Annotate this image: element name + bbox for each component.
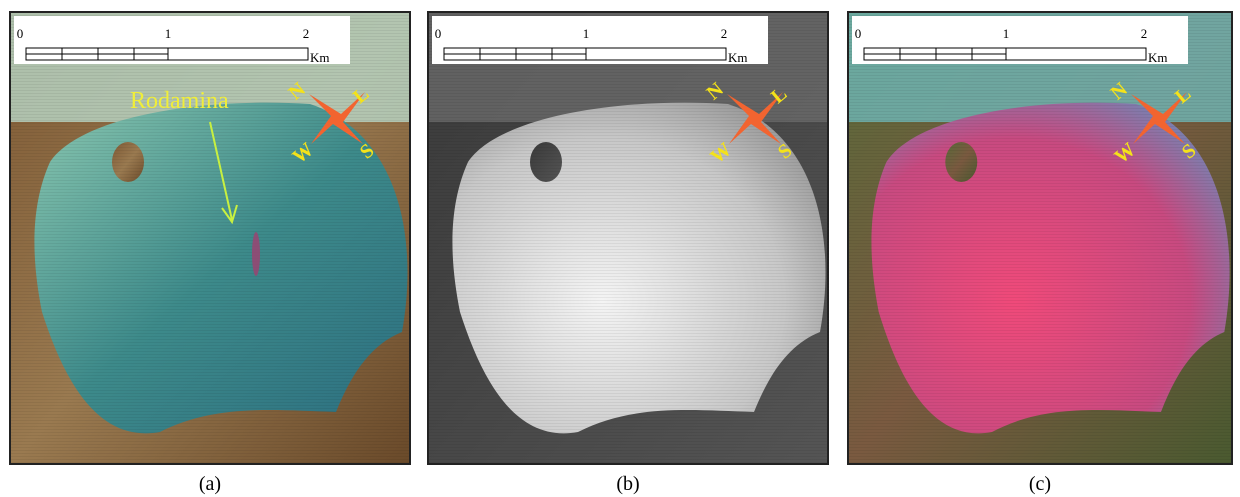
scanlines — [10, 12, 410, 464]
scale-label: 1 — [165, 26, 172, 41]
scale-label: 0 — [435, 26, 442, 41]
scale-unit: Km — [310, 50, 330, 65]
scale-label: 2 — [1141, 26, 1148, 41]
compass-rose — [1131, 92, 1187, 144]
scale-label: 0 — [855, 26, 862, 41]
scale-label: 2 — [721, 26, 728, 41]
annotation-arrow — [209, 121, 233, 221]
annotation-arrowhead — [221, 204, 238, 225]
scale-label: 1 — [1003, 26, 1010, 41]
scale-label: 0 — [17, 26, 24, 41]
scale-label: 2 — [303, 26, 310, 41]
panel-caption: (a) — [199, 473, 221, 495]
scale-label: 1 — [583, 26, 590, 41]
compass-rose — [727, 92, 783, 144]
scanlines — [848, 12, 1232, 464]
compass-rose — [309, 92, 365, 144]
scanlines — [428, 12, 828, 464]
panel-caption: (c) — [1029, 473, 1051, 495]
image-border — [427, 11, 829, 465]
panel-caption: (b) — [616, 473, 639, 495]
scale-unit: Km — [1148, 50, 1168, 65]
dye-plume — [252, 232, 260, 276]
image-border — [847, 11, 1233, 465]
scale-unit: Km — [728, 50, 748, 65]
annotation: Rodamina — [130, 88, 229, 114]
image-border — [9, 11, 411, 465]
